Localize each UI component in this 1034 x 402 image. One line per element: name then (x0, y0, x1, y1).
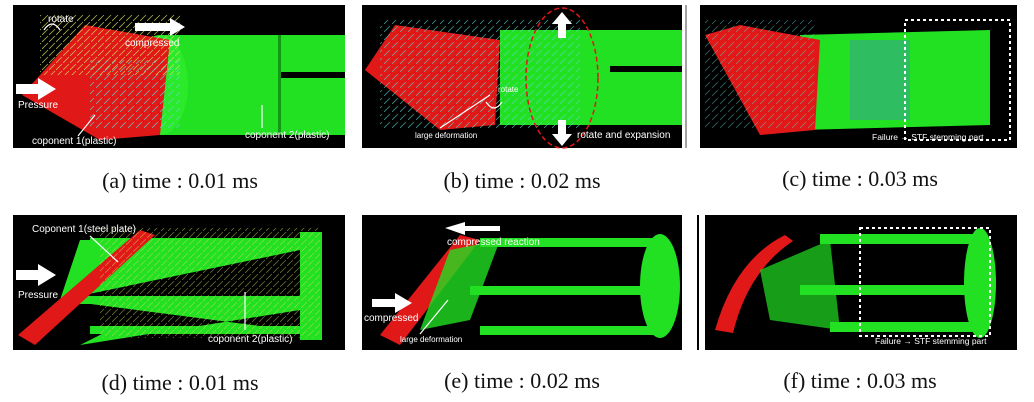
label: large deformation (415, 131, 477, 140)
label: Coponent 1(steel plate) (32, 224, 136, 235)
label: rotate (48, 14, 74, 25)
label: compressed reaction (447, 237, 540, 248)
label: compressed (364, 313, 418, 324)
caption: (a) time : 0.01 ms (102, 168, 258, 193)
caption: (f) time : 0.03 ms (783, 368, 936, 393)
label: coponent 2(plastic) (245, 130, 330, 141)
panel-e (362, 215, 682, 350)
label: Failure → STF stemming part (875, 336, 987, 346)
label: Failure → STF stemming part (872, 132, 984, 142)
label: large deformation (400, 335, 462, 344)
caption: (c) time : 0.03 ms (782, 166, 938, 191)
panel-f (705, 215, 1017, 350)
label: rotate (498, 85, 519, 94)
label: Pressure (18, 100, 58, 111)
caption: (d) time : 0.01 ms (101, 370, 258, 395)
label: rotate and expansion (577, 130, 670, 141)
panel-d (13, 215, 345, 350)
caption: (e) time : 0.02 ms (444, 368, 600, 393)
label: coponent 2(plastic) (208, 334, 293, 345)
label: compressed (125, 38, 179, 49)
label: Pressure (18, 290, 58, 301)
panel-c (700, 5, 1017, 148)
label: coponent 1(plastic) (32, 136, 117, 147)
panel-b (362, 5, 682, 149)
caption: (b) time : 0.02 ms (443, 168, 600, 193)
panel-a (13, 5, 345, 148)
